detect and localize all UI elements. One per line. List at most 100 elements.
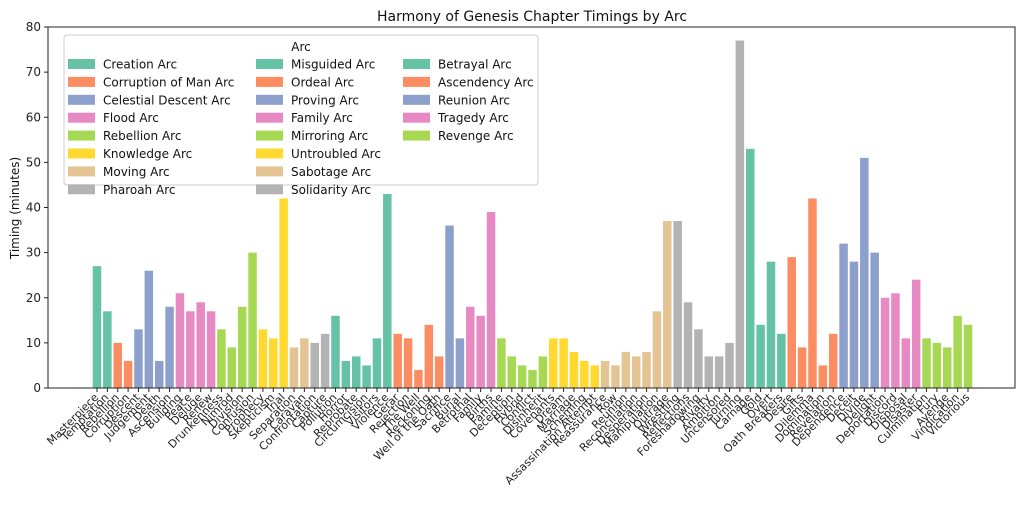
legend-swatch — [68, 130, 95, 141]
bar — [517, 365, 527, 388]
legend-swatch — [68, 184, 95, 195]
bar — [922, 338, 931, 388]
bar — [123, 360, 133, 388]
bar — [175, 293, 185, 388]
bar — [777, 333, 786, 388]
legend-item-label: Moving Arc — [103, 165, 170, 179]
bar — [196, 302, 205, 388]
y-tick-label: 20 — [26, 291, 41, 305]
legend-item-label: Revenge Arc — [438, 129, 514, 143]
bar — [569, 351, 579, 388]
bar — [953, 315, 962, 388]
bar — [911, 279, 921, 388]
bar — [258, 329, 268, 388]
legend-swatch — [403, 59, 430, 69]
legend-item-label: Corruption of Man Arc — [103, 75, 234, 89]
bar — [289, 347, 299, 388]
legend-swatch — [403, 94, 430, 105]
bar — [932, 342, 942, 388]
bar — [248, 252, 257, 388]
bar — [434, 356, 444, 388]
bar — [217, 329, 226, 388]
legend-item-label: Untroubled Arc — [291, 147, 381, 161]
bar — [787, 257, 796, 388]
legend-swatch — [403, 76, 430, 87]
legend-box — [63, 34, 539, 186]
legend-item-label: Proving Arc — [291, 93, 359, 107]
bar — [476, 315, 485, 388]
legend-swatch — [256, 59, 283, 69]
bar — [300, 338, 309, 388]
legend-swatch — [403, 112, 430, 123]
bar — [538, 356, 548, 388]
bar — [901, 338, 911, 388]
bar — [144, 270, 154, 388]
bar — [186, 311, 195, 388]
legend-swatch — [68, 166, 95, 177]
bar — [756, 324, 765, 388]
bar — [631, 356, 641, 388]
legend-item-label: Mirroring Arc — [291, 129, 368, 143]
bar — [362, 365, 371, 388]
bar — [714, 356, 724, 388]
bar — [808, 198, 817, 388]
chart-title: Harmony of Genesis Chapter Timings by Ar… — [377, 9, 687, 25]
y-axis: 0 10 20 30 40 50 60 70 80 — [26, 20, 48, 395]
bar — [445, 225, 454, 388]
bar — [870, 252, 879, 388]
bar — [227, 347, 237, 388]
bar — [891, 293, 900, 388]
legend-swatch — [68, 76, 95, 87]
bar — [486, 212, 496, 388]
y-tick-label: 0 — [33, 381, 41, 395]
bar — [393, 333, 402, 388]
bar — [839, 243, 848, 388]
bar — [237, 306, 247, 388]
bar — [818, 365, 828, 388]
bar — [372, 338, 382, 388]
bar — [694, 329, 703, 388]
bar — [507, 356, 517, 388]
bar — [673, 221, 682, 388]
bar — [351, 356, 361, 388]
legend-item-label: Reunion Arc — [438, 93, 510, 107]
bar — [310, 342, 320, 388]
bar — [559, 338, 568, 388]
legend-swatch — [68, 94, 95, 105]
legend-item-label: Celestial Descent Arc — [103, 93, 231, 107]
y-tick-label: 10 — [26, 336, 41, 350]
bar-series — [92, 40, 973, 388]
legend-item-label: Flood Arc — [103, 111, 159, 125]
plot-frame — [47, 26, 1016, 389]
bar — [341, 360, 351, 388]
legend: Arc Creation Arc Corruption of Man Arc Cele… — [63, 34, 539, 197]
legend-item-label: Ascendency Arc — [438, 75, 534, 89]
legend-item-label: Pharoah Arc — [103, 183, 175, 197]
bar — [943, 347, 952, 388]
bar — [269, 338, 278, 388]
bar — [414, 369, 423, 388]
bar — [466, 306, 475, 388]
bar — [580, 360, 589, 388]
y-tick-label: 80 — [26, 20, 41, 34]
bar — [403, 338, 413, 388]
bar — [154, 360, 164, 388]
bar — [92, 266, 102, 388]
y-tick-label: 30 — [26, 246, 41, 260]
bar — [548, 338, 558, 388]
legend-item-label: Tragedy Arc — [437, 111, 509, 125]
legend-item-label: Sabotage Arc — [291, 165, 371, 179]
legend-item-label: Rebellion Arc — [103, 129, 181, 143]
bar — [880, 297, 890, 388]
bar — [663, 221, 672, 388]
y-tick-label: 70 — [26, 65, 41, 79]
legend-item-label: Creation Arc — [103, 58, 177, 72]
y-tick-label: 60 — [26, 110, 41, 124]
bar — [704, 356, 714, 388]
bar — [383, 193, 392, 388]
legend-swatch — [68, 148, 95, 159]
legend-swatch — [256, 76, 283, 87]
legend-item-label: Knowledge Arc — [103, 147, 192, 161]
bar — [528, 369, 537, 388]
